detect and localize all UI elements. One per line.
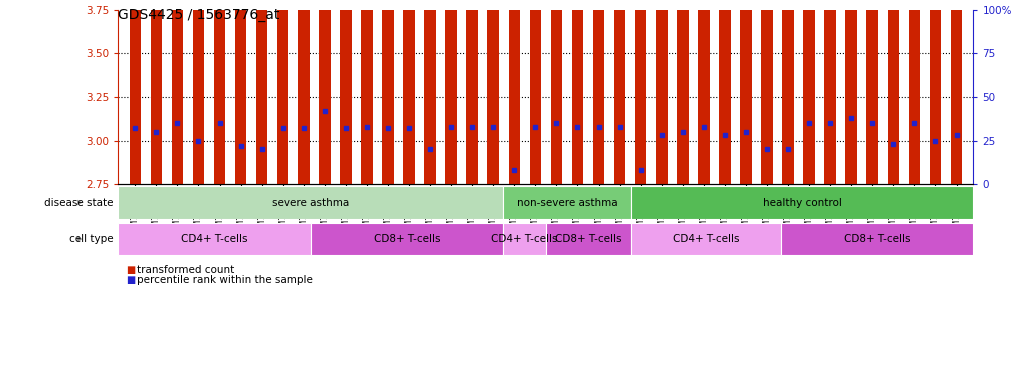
- Text: GDS4425 / 1563776_at: GDS4425 / 1563776_at: [118, 8, 280, 22]
- Bar: [719, 0, 730, 184]
- Text: percentile rank within the sample: percentile rank within the sample: [137, 275, 313, 285]
- Bar: [118, 186, 503, 219]
- Text: CD8+ T-cells: CD8+ T-cells: [555, 234, 622, 244]
- Text: disease state: disease state: [44, 197, 113, 208]
- Bar: [614, 0, 625, 184]
- Bar: [403, 0, 415, 184]
- Bar: [362, 0, 373, 184]
- Bar: [572, 0, 583, 184]
- Text: ■: ■: [126, 275, 135, 285]
- Bar: [487, 0, 500, 184]
- Bar: [634, 0, 647, 184]
- Text: CD4+ T-cells: CD4+ T-cells: [491, 234, 558, 244]
- Bar: [803, 0, 815, 184]
- Bar: [592, 0, 605, 184]
- Text: ■: ■: [126, 265, 135, 275]
- Bar: [888, 0, 899, 184]
- Text: CD4+ T-cells: CD4+ T-cells: [181, 234, 248, 244]
- Text: healthy control: healthy control: [763, 197, 842, 208]
- Bar: [509, 0, 520, 184]
- Text: CD8+ T-cells: CD8+ T-cells: [844, 234, 911, 244]
- Bar: [172, 0, 183, 184]
- Text: transformed count: transformed count: [137, 265, 234, 275]
- Bar: [503, 223, 546, 255]
- Bar: [382, 0, 393, 184]
- Bar: [118, 223, 311, 255]
- Bar: [529, 0, 541, 184]
- Bar: [130, 0, 141, 184]
- Text: cell type: cell type: [69, 234, 113, 244]
- Bar: [235, 0, 246, 184]
- Bar: [503, 186, 631, 219]
- Bar: [631, 223, 781, 255]
- Bar: [951, 0, 962, 184]
- Bar: [467, 0, 478, 184]
- Text: CD4+ T-cells: CD4+ T-cells: [673, 234, 740, 244]
- Bar: [214, 0, 226, 184]
- Bar: [781, 223, 973, 255]
- Bar: [698, 0, 710, 184]
- Bar: [255, 0, 268, 184]
- Bar: [551, 0, 562, 184]
- Bar: [340, 0, 351, 184]
- Bar: [846, 0, 857, 184]
- Bar: [824, 0, 836, 184]
- Bar: [277, 0, 288, 184]
- Bar: [656, 0, 667, 184]
- Bar: [445, 0, 457, 184]
- Bar: [311, 223, 503, 255]
- Text: CD8+ T-cells: CD8+ T-cells: [374, 234, 440, 244]
- Bar: [930, 0, 941, 184]
- Bar: [908, 0, 920, 184]
- Text: severe asthma: severe asthma: [272, 197, 349, 208]
- Bar: [150, 0, 162, 184]
- Bar: [319, 0, 331, 184]
- Bar: [866, 0, 878, 184]
- Bar: [631, 186, 973, 219]
- Bar: [677, 0, 689, 184]
- Bar: [424, 0, 436, 184]
- Bar: [546, 223, 631, 255]
- Bar: [193, 0, 204, 184]
- Bar: [298, 0, 310, 184]
- Text: non-severe asthma: non-severe asthma: [517, 197, 618, 208]
- Bar: [741, 0, 752, 184]
- Bar: [782, 0, 794, 184]
- Bar: [761, 0, 772, 184]
